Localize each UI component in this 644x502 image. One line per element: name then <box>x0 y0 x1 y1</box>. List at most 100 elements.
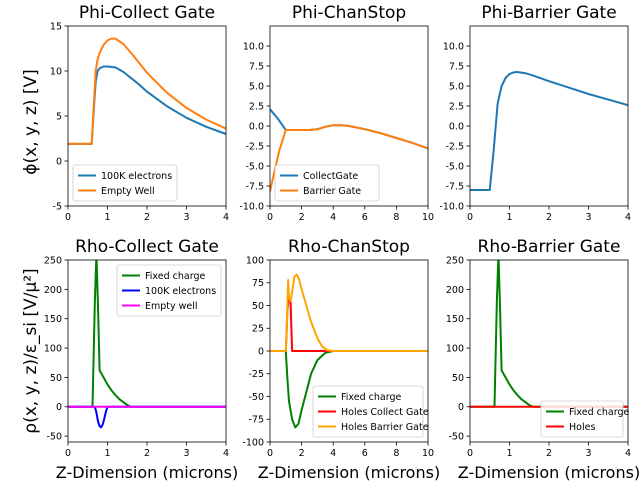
legend: Fixed charge 100K electrons Empty well <box>116 264 222 317</box>
x-tick-label: 6 <box>362 212 368 223</box>
x-tick-label: 0 <box>65 212 71 223</box>
y-tick-label: 100 <box>44 343 62 354</box>
series-line-fixed-charge <box>68 260 226 408</box>
x-tick-label: 4 <box>223 448 229 459</box>
x-tick-label: 3 <box>183 448 189 459</box>
legend-label-100k-electrons: 100K electrons <box>145 286 216 297</box>
y-tick-label: 50 <box>452 373 464 384</box>
plot-area <box>270 108 428 192</box>
legend-label-holes-barrier-gate: Holes Barrier Gate <box>341 422 429 433</box>
plot-area <box>68 260 226 429</box>
x-tick-label: 0 <box>267 212 273 223</box>
x-tick-label: 6 <box>362 448 368 459</box>
y-tick-label: 100 <box>246 255 264 266</box>
y-tick-label: 0.0 <box>249 121 264 132</box>
panel-title: Rho-ChanStop <box>288 237 410 257</box>
y-tick-label: 10.0 <box>443 41 464 52</box>
x-tick-label: 0 <box>267 448 273 459</box>
y-tick-label: 15 <box>50 21 62 32</box>
legend-box <box>274 164 380 202</box>
axes-frame <box>269 25 429 207</box>
panel-title: Phi-ChanStop <box>292 3 406 23</box>
plot-area <box>68 37 226 145</box>
y-tick-label: -50 <box>46 432 62 443</box>
y-tick-label: -5 <box>53 201 62 212</box>
panel-title: Rho-Barrier Gate <box>478 237 621 257</box>
x-tick-label: 8 <box>393 212 399 223</box>
y-tick-label: 0 <box>458 402 464 413</box>
x-tick-label: 1 <box>104 212 110 223</box>
legend-label-collectgate: CollectGate <box>303 171 358 182</box>
x-tick-label: 4 <box>223 212 229 223</box>
legend-label-holes: Holes <box>569 422 595 433</box>
legend-label-fixed-charge: Fixed charge <box>341 392 401 403</box>
y-tick-label: 75 <box>252 278 264 289</box>
legend-label-barrier-gate: Barrier Gate <box>303 186 361 197</box>
panel-rho-chanstop: Rho-ChanStop 0 2 4 6 8 10 -100 -75 -50 -25 0 25 50 75 1… <box>242 237 440 482</box>
axes-frame <box>469 25 629 207</box>
x-tick-label: 10 <box>422 448 434 459</box>
legend-label-holes-collect-gate: Holes Collect Gate <box>341 407 429 418</box>
y-tick-label: 100 <box>446 343 464 354</box>
y-tick-label: -50 <box>448 432 464 443</box>
legend: CollectGate Barrier Gate <box>274 164 380 202</box>
x-tick-label: 2 <box>299 448 305 459</box>
panel-phi-chanstop: Phi-ChanStop 0 2 4 6 8 10 -10.0 -7.5 -5.0 -2.5 0.0 2… <box>239 3 434 223</box>
x-tick-label: 1 <box>506 448 512 459</box>
series-line-100k-electrons <box>68 405 226 429</box>
x-tick-label: 2 <box>546 212 552 223</box>
legend-box <box>312 385 424 438</box>
x-tick-label: 2 <box>144 212 150 223</box>
x-tick-label: 8 <box>393 448 399 459</box>
y-tick-label: -5.0 <box>445 161 464 172</box>
panel-title: Phi-Barrier Gate <box>481 3 616 23</box>
y-axis-label-bottom: ρ(x, y, z)/ε_si [V/μ²] <box>21 268 41 433</box>
y-tick-label: 5.0 <box>449 81 464 92</box>
x-tick-label: 10 <box>422 212 434 223</box>
y-tick-label: 250 <box>44 255 62 266</box>
panel-phi-barrier-gate: Phi-Barrier Gate 0 1 2 3 4 -10.0 -7.5 -5.0 -2.5 0.… <box>439 3 631 223</box>
x-tick-label: 0 <box>467 212 473 223</box>
x-tick-label: 3 <box>585 448 591 459</box>
series-line-holes-barrier-gate <box>270 273 428 352</box>
legend: Fixed charge Holes <box>540 400 629 438</box>
legend-label-fixed-charge: Fixed charge <box>145 271 205 282</box>
x-tick-label: 3 <box>183 212 189 223</box>
legend-label-100k-electrons: 100K electrons <box>101 171 172 182</box>
panel-title: Rho-Collect Gate <box>75 237 219 257</box>
y-tick-label: 0 <box>258 346 264 357</box>
y-tick-label: 2.5 <box>449 101 464 112</box>
x-tick-label: 2 <box>144 448 150 459</box>
x-tick-label: 4 <box>625 212 631 223</box>
plot-area <box>470 260 628 408</box>
series-line-phi <box>470 71 628 191</box>
series-line-collectgate <box>270 108 428 150</box>
y-tick-label: 10.0 <box>243 41 264 52</box>
x-tick-label: 4 <box>625 448 631 459</box>
y-tick-label: 200 <box>446 285 464 296</box>
y-tick-label: -100 <box>242 437 264 448</box>
y-tick-label: 150 <box>44 314 62 325</box>
y-tick-label: -2.5 <box>445 141 464 152</box>
x-tick-label: 2 <box>299 212 305 223</box>
series-line-holes-collect-gate <box>270 295 428 352</box>
y-tick-label: -5.0 <box>245 161 264 172</box>
x-tick-label: 0 <box>467 448 473 459</box>
x-tick-label: 2 <box>546 448 552 459</box>
y-tick-label: -50 <box>248 392 264 403</box>
y-tick-label: -7.5 <box>445 181 464 192</box>
legend-label-empty-well: Empty Well <box>101 186 155 197</box>
x-axis-label: Z-Dimension (microns) <box>258 463 440 482</box>
panel-title: Phi-Collect Gate <box>79 3 215 23</box>
y-tick-label: 250 <box>446 255 464 266</box>
y-tick-label: 50 <box>50 373 62 384</box>
y-tick-label: 0 <box>56 402 62 413</box>
x-tick-label: 1 <box>104 448 110 459</box>
y-tick-label: -10.0 <box>439 201 464 212</box>
y-tick-label: 10 <box>50 66 62 77</box>
series-line-empty-well <box>68 37 226 145</box>
y-tick-label: 5 <box>56 111 62 122</box>
